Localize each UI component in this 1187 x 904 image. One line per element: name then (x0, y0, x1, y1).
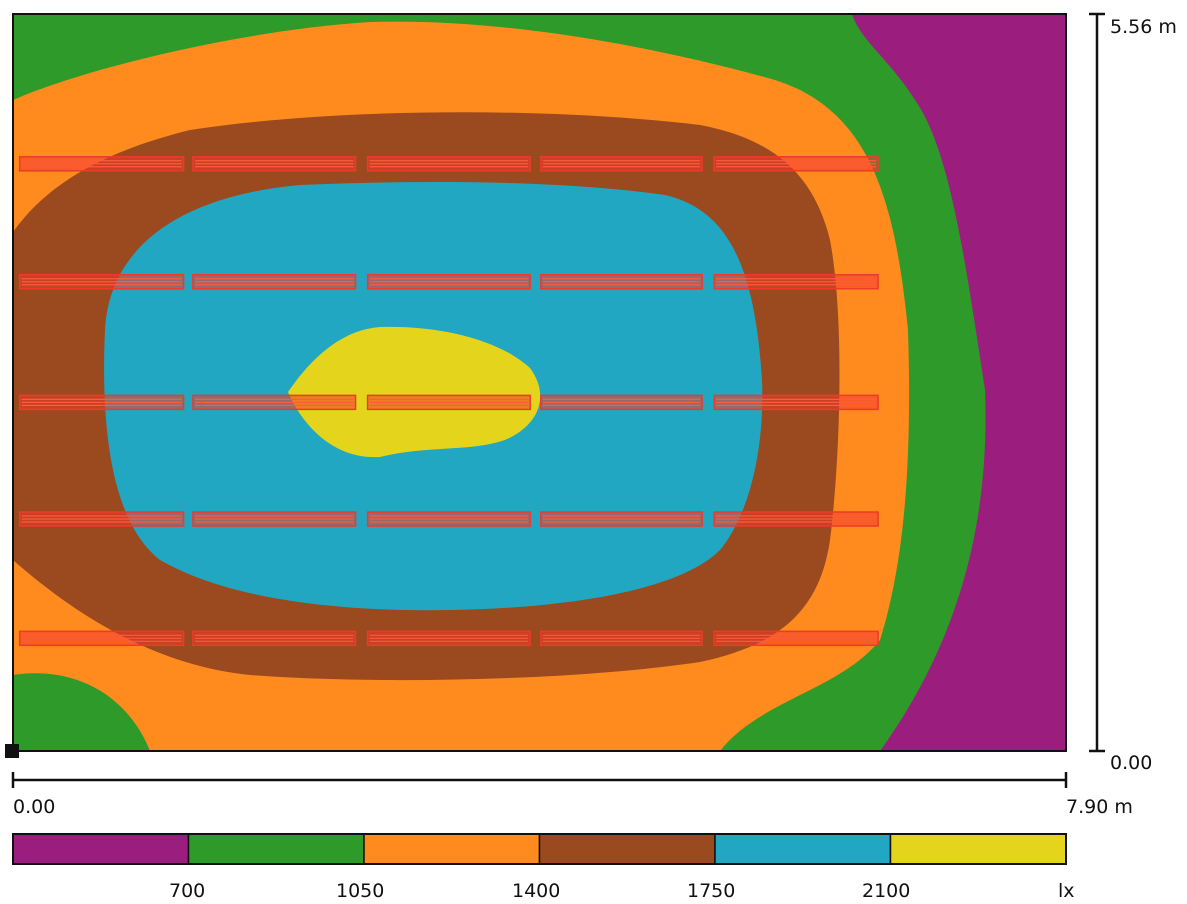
origin-marker (5, 744, 19, 758)
luminaire (192, 630, 357, 647)
legend-tick-label: 1750 (687, 880, 736, 902)
contour-band-yellow (288, 326, 541, 458)
luminaire (713, 274, 879, 290)
legend-unit-label: lx (1058, 880, 1075, 902)
legend-tick-label: 1400 (512, 880, 561, 902)
luminaire (192, 511, 357, 527)
legend-swatch (889, 833, 1067, 865)
legend-tick-label: 700 (169, 880, 206, 902)
luminaire (540, 156, 703, 172)
legend-tick-label: 2100 (862, 880, 911, 902)
x-axis-min-label: 0.00 (13, 796, 56, 818)
luminaire (366, 156, 531, 172)
legend-swatch (12, 833, 190, 865)
luminaire (366, 630, 531, 647)
luminaire (366, 394, 531, 411)
legend-swatch (714, 833, 892, 865)
luminaire (192, 156, 357, 172)
luminaire (713, 394, 879, 411)
luminaire (192, 394, 357, 411)
y-axis-max-label: 5.56 m (1110, 16, 1177, 38)
luminaire (713, 511, 879, 527)
luminaire (192, 274, 357, 290)
x-dimension-line (11, 772, 1068, 788)
luminaire (540, 630, 703, 647)
luminaire (713, 156, 879, 172)
legend-swatch (538, 833, 716, 865)
x-axis-max-label: 7.90 m (1066, 796, 1133, 818)
y-dimension-line (1089, 12, 1105, 753)
luminaire (540, 274, 703, 290)
legend-tick-label: 1050 (336, 880, 385, 902)
legend-swatch (363, 833, 541, 865)
luminaire-layer (18, 156, 879, 647)
luminaire (18, 274, 185, 290)
contour-map (13, 14, 1066, 751)
luminaire (713, 630, 879, 647)
room-border (12, 13, 1067, 752)
luminaire (366, 274, 531, 290)
luminaire (18, 394, 185, 411)
luminaire (18, 156, 185, 172)
luminaire (366, 511, 531, 527)
legend-bar (12, 833, 1067, 865)
contour-band-purple (852, 14, 1066, 751)
legend-swatch (187, 833, 365, 865)
luminaire (18, 511, 185, 527)
luminaire (540, 511, 703, 527)
luminaire (540, 394, 703, 411)
legend-border (12, 833, 1067, 865)
luminaire (18, 630, 185, 647)
y-axis-min-label: 0.00 (1110, 752, 1153, 774)
